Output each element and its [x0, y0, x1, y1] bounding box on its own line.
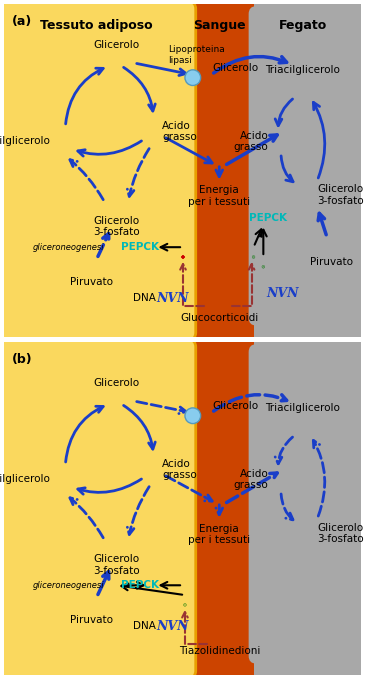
Bar — [254, 342, 361, 675]
Bar — [188, 4, 254, 337]
Text: Piruvato: Piruvato — [70, 277, 114, 287]
Circle shape — [185, 408, 201, 423]
Text: gliceroneogenesi: gliceroneogenesi — [33, 242, 105, 252]
Text: Triacilglicerolo: Triacilglicerolo — [265, 65, 340, 74]
Text: Acido
grasso: Acido grasso — [234, 130, 268, 152]
Text: Glicerolo
3-fosfato: Glicerolo 3-fosfato — [317, 522, 364, 544]
Text: PEPCK: PEPCK — [121, 242, 159, 252]
Text: NVN: NVN — [267, 287, 299, 300]
Text: PEPCK: PEPCK — [121, 581, 159, 590]
Text: Glicerolo
3-fosfato: Glicerolo 3-fosfato — [317, 184, 364, 206]
FancyBboxPatch shape — [1, 1, 196, 340]
Circle shape — [185, 70, 201, 85]
FancyBboxPatch shape — [249, 344, 362, 664]
Text: Glucocorticoidi: Glucocorticoidi — [180, 313, 258, 323]
Text: Tiazolidinedioni: Tiazolidinedioni — [178, 646, 260, 656]
Text: (a): (a) — [11, 15, 32, 28]
Text: Glicerolo
3-fosfato: Glicerolo 3-fosfato — [93, 554, 140, 576]
Text: Glicerolo: Glicerolo — [93, 378, 139, 389]
Text: Triacilglicerolo: Triacilglicerolo — [0, 475, 50, 484]
Text: Energia
per i tessuti: Energia per i tessuti — [188, 524, 250, 545]
Text: Lipoproteina
lipasi: Lipoproteina lipasi — [168, 45, 225, 65]
Text: Acido
grasso: Acido grasso — [234, 469, 268, 490]
Text: DNA: DNA — [132, 293, 155, 303]
Text: Triacilglicerolo: Triacilglicerolo — [0, 137, 50, 146]
Text: NVN: NVN — [156, 292, 188, 305]
Text: Sangue: Sangue — [193, 19, 246, 32]
FancyBboxPatch shape — [1, 339, 196, 678]
Text: Acido
grasso: Acido grasso — [162, 121, 197, 142]
Text: Acido
grasso: Acido grasso — [162, 459, 197, 480]
Text: gliceroneogenesi: gliceroneogenesi — [33, 581, 105, 590]
Text: Glicerolo: Glicerolo — [93, 40, 139, 51]
Text: Glicerolo: Glicerolo — [212, 401, 258, 411]
Text: Glicerolo
3-fosfato: Glicerolo 3-fosfato — [93, 216, 140, 238]
Bar — [254, 4, 361, 337]
Bar — [188, 342, 254, 675]
Text: Energia
per i tessuti: Energia per i tessuti — [188, 186, 250, 207]
Text: PEPCK: PEPCK — [249, 213, 287, 223]
Text: Piruvato: Piruvato — [311, 257, 353, 267]
Text: (b): (b) — [11, 353, 32, 366]
Text: Tessuto adiposo: Tessuto adiposo — [41, 19, 153, 32]
Text: Triacilglicerolo: Triacilglicerolo — [265, 403, 340, 413]
Text: Glicerolo: Glicerolo — [212, 63, 258, 73]
Text: NVN: NVN — [156, 620, 188, 633]
Text: DNA: DNA — [132, 622, 155, 632]
FancyBboxPatch shape — [249, 6, 362, 326]
Text: Fegato: Fegato — [278, 19, 327, 32]
Text: Piruvato: Piruvato — [70, 615, 114, 625]
